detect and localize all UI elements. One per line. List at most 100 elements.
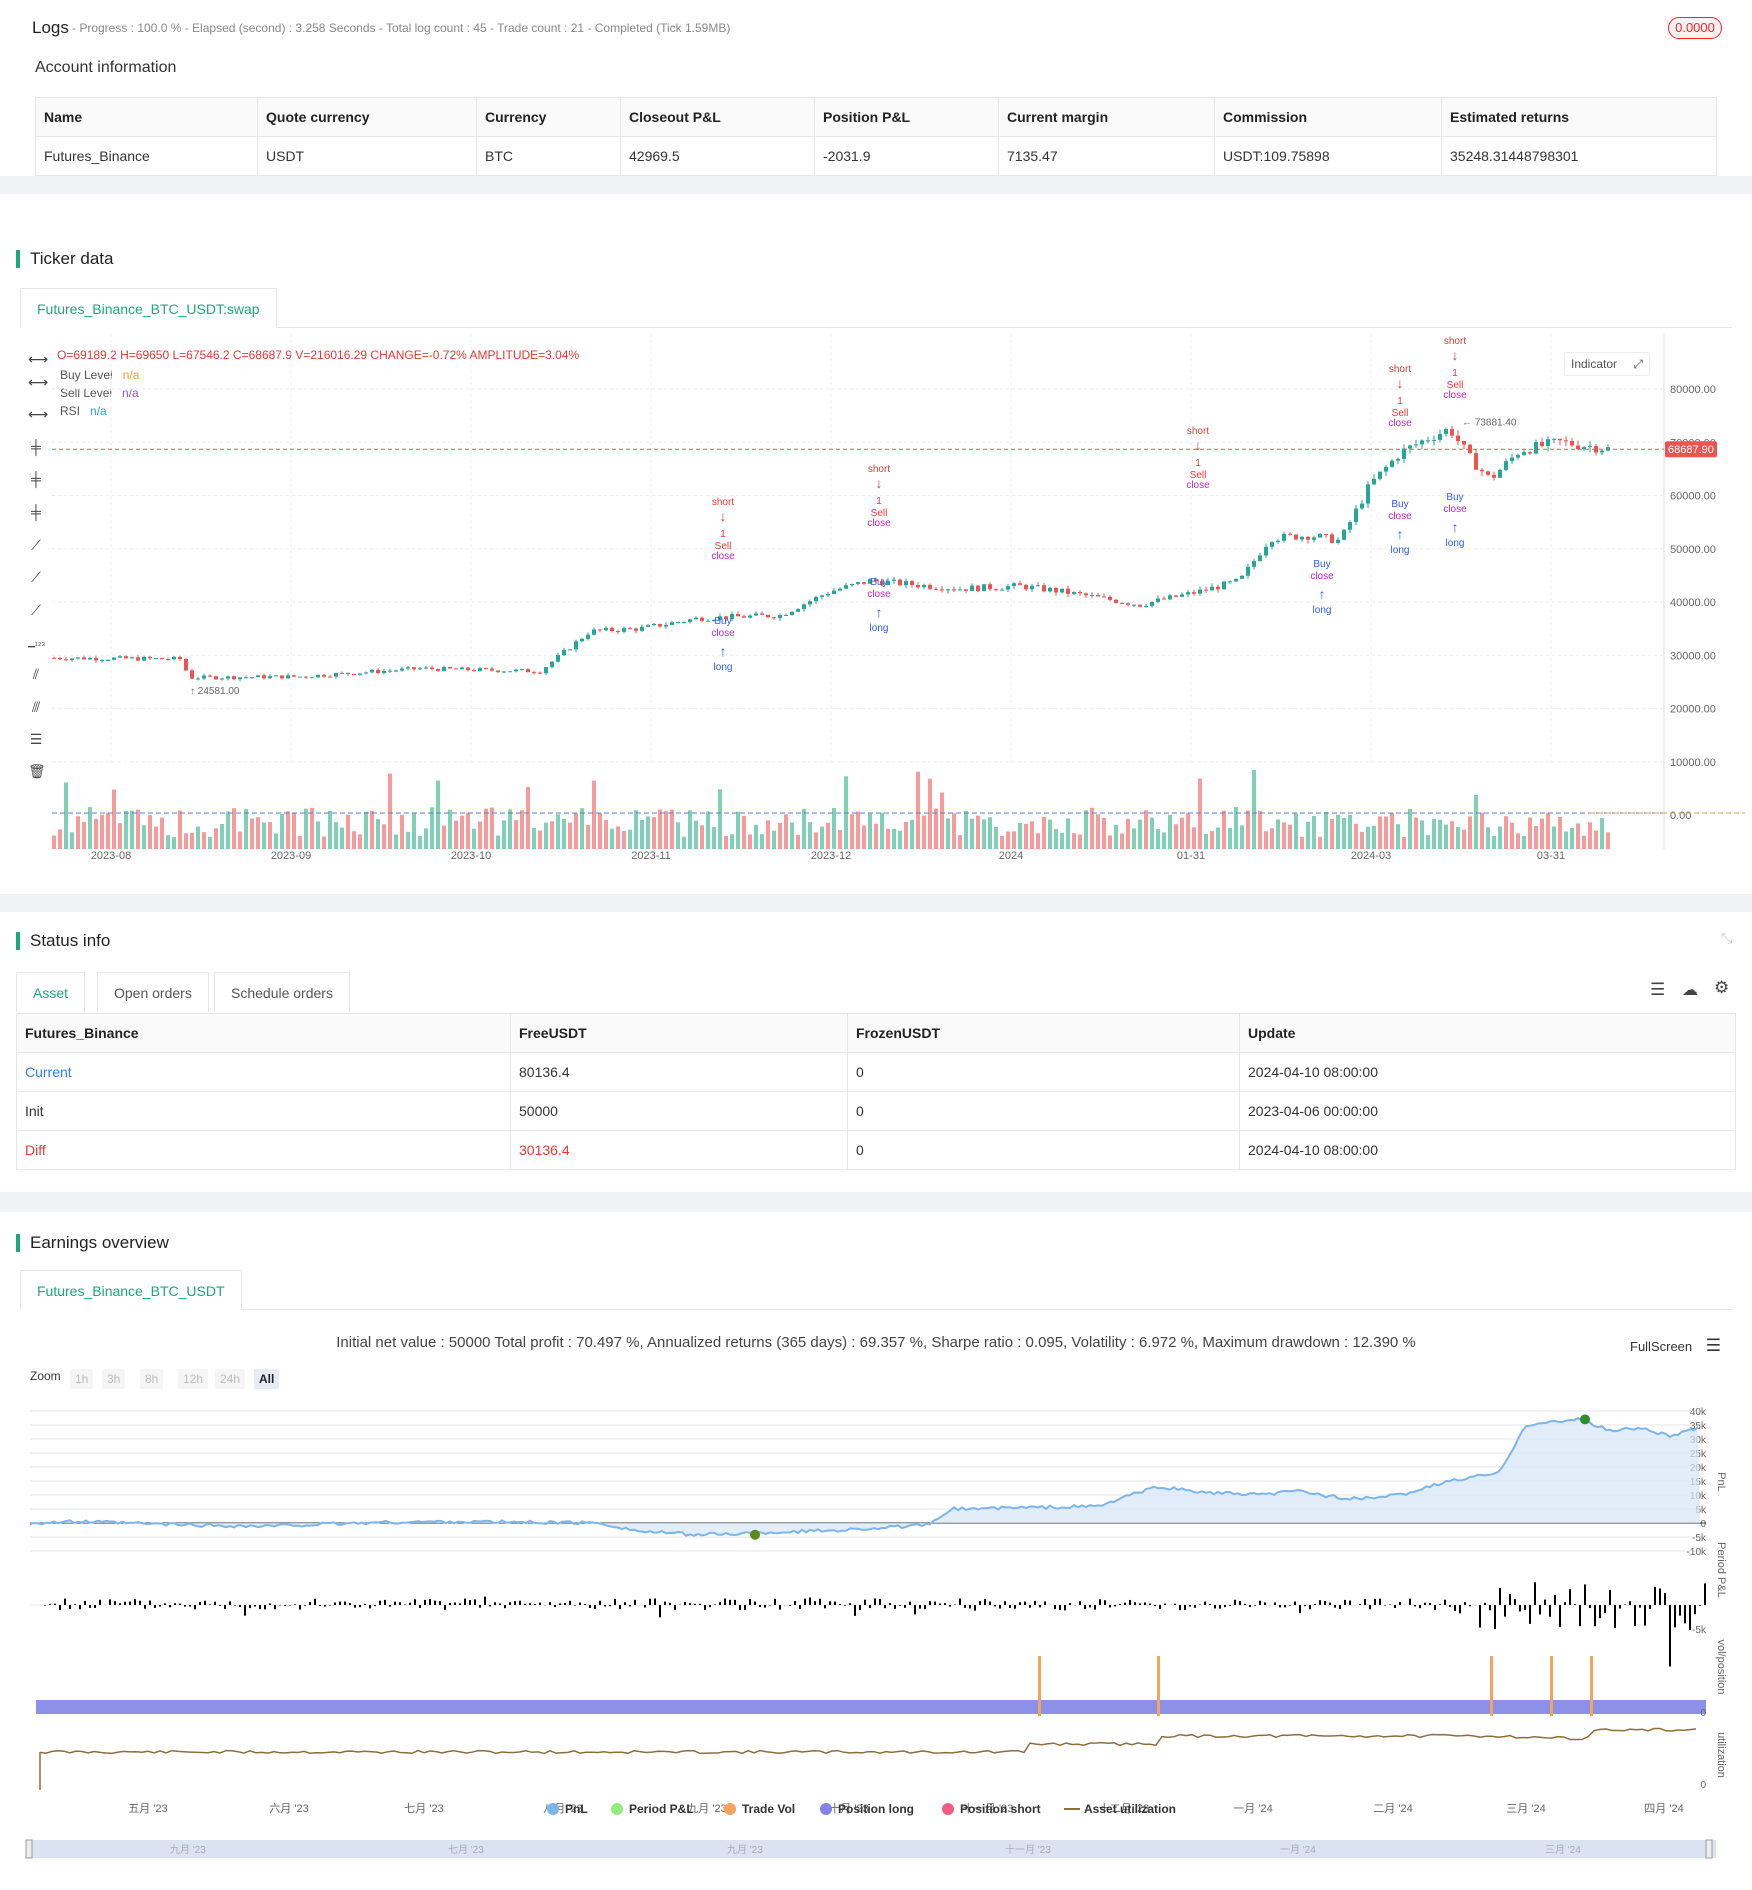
x-tick-label: 2023-11 <box>631 850 671 862</box>
period-bar <box>914 1605 916 1615</box>
period-bar <box>1639 1605 1641 1608</box>
candle-body <box>1090 595 1094 597</box>
candle-body <box>838 588 842 591</box>
zoom-12h-button[interactable]: 12h <box>178 1369 209 1389</box>
candle-body <box>436 669 440 671</box>
vertical-ray-icon[interactable]: ╪ <box>31 471 41 487</box>
list-icon[interactable]: ☰ <box>1650 980 1666 999</box>
buy-label: Buy <box>870 577 887 588</box>
period-bar <box>1489 1605 1491 1611</box>
volume-bar <box>1534 825 1538 849</box>
horizontal-extended-icon[interactable]: ⟷ <box>28 406 49 422</box>
period-bar <box>354 1605 356 1608</box>
period-bar <box>49 1604 51 1605</box>
volume-bar <box>1192 827 1196 849</box>
parallel-channel-icon[interactable]: ⫽ <box>32 666 40 682</box>
zoom-all-button[interactable]: All <box>254 1369 280 1389</box>
period-bar <box>919 1605 921 1609</box>
pnl-tick: -5k <box>1692 1533 1707 1544</box>
candle-body <box>1450 429 1454 436</box>
period-bar <box>1644 1605 1646 1626</box>
candle-body <box>952 589 956 591</box>
ray-line-icon[interactable]: ⟋ <box>31 569 41 585</box>
volume-bar <box>1480 812 1484 849</box>
candle-body <box>550 661 554 668</box>
x-tick-label: 01-31 <box>1177 850 1205 862</box>
tab-schedule-orders[interactable]: Schedule orders <box>214 972 350 1012</box>
candle-body <box>1420 440 1424 445</box>
asset-col-update: Update <box>1239 1013 1736 1053</box>
tab-asset[interactable]: Asset <box>16 972 86 1012</box>
volume-bar <box>1582 835 1586 849</box>
candle-body <box>352 673 356 675</box>
axis-title: Period P&L <box>1715 1542 1727 1598</box>
period-bar <box>1224 1605 1226 1608</box>
volume-bar <box>1018 823 1022 849</box>
expand-icon[interactable]: ⤢ <box>1633 357 1643 371</box>
candle-body <box>1504 461 1508 470</box>
period-bar <box>1044 1601 1046 1605</box>
short-label: short <box>868 464 890 475</box>
candle-body <box>874 579 878 582</box>
close-label: close <box>711 551 735 562</box>
collapse-icon[interactable]: ⤡ <box>1721 930 1733 946</box>
legend-label: Period P&L <box>629 1802 694 1816</box>
volume-bar <box>208 836 212 849</box>
volume-bar <box>706 811 710 849</box>
candle-body <box>604 627 608 631</box>
vertical-line-icon[interactable]: ╪ <box>31 439 41 455</box>
indicator-button[interactable]: Indicator ⤢ <box>1564 352 1650 376</box>
price-label-icon[interactable]: ▁₁₂₃ <box>28 637 46 647</box>
close-label: close <box>1443 504 1467 515</box>
period-bar <box>269 1603 271 1605</box>
volume-bar <box>280 814 284 849</box>
candle-body <box>628 628 632 630</box>
tab-open-orders[interactable]: Open orders <box>97 972 209 1012</box>
pnl-tick: 35k <box>1690 1421 1707 1432</box>
period-tick: -5k <box>1692 1625 1707 1636</box>
vertical-extended-icon[interactable]: ╪ <box>31 504 41 520</box>
settings-icon[interactable]: ⚙ <box>1714 978 1730 997</box>
fullscreen-button[interactable]: FullScreen ☰ <box>1630 1336 1722 1355</box>
trend-line-icon[interactable]: ⟋ <box>31 537 41 553</box>
zoom-3h-button[interactable]: 3h <box>102 1369 126 1389</box>
cloud-download-icon[interactable]: ☁ <box>1682 982 1698 999</box>
volume-bar <box>1600 818 1604 849</box>
fib-retracement-icon[interactable]: ☰ <box>29 731 43 747</box>
period-bar <box>1679 1605 1681 1616</box>
period-bar <box>554 1605 556 1608</box>
candle-body <box>370 670 374 673</box>
candle-body <box>220 678 224 680</box>
period-bar <box>959 1598 961 1605</box>
close-label: close <box>711 628 735 639</box>
menu-icon[interactable]: ☰ <box>1705 1336 1722 1355</box>
tab-ticker-symbol[interactable]: Futures_Binance_BTC_USDT:swap <box>20 288 277 328</box>
candle-body <box>1402 448 1406 459</box>
tab-earnings-symbol[interactable]: Futures_Binance_BTC_USDT <box>20 1270 242 1310</box>
extended-line-icon[interactable]: ⟋ <box>31 602 41 618</box>
volume-bar <box>1060 832 1064 849</box>
volume-bar <box>340 827 344 849</box>
volume-bar <box>610 828 614 849</box>
horizontal-ray-icon[interactable]: ⟷ <box>28 351 49 367</box>
period-bar <box>1479 1605 1481 1628</box>
period-bar <box>909 1601 911 1605</box>
candle-body <box>1156 598 1160 602</box>
volume-bar <box>688 810 692 849</box>
zoom-1h-button[interactable]: 1h <box>70 1369 94 1389</box>
zoom-24h-button[interactable]: 24h <box>215 1369 246 1389</box>
candle-body <box>1432 439 1436 441</box>
row-label-current[interactable]: Current <box>16 1052 511 1092</box>
x-tick-label: 2023-08 <box>91 850 131 862</box>
horizontal-line-icon[interactable]: ⟷ <box>28 374 49 390</box>
period-bar <box>1329 1602 1331 1605</box>
qty-label: 1 <box>1452 368 1458 379</box>
volume-bar <box>1360 831 1364 849</box>
trash-icon[interactable]: 🗑 <box>28 763 46 779</box>
fib-channel-icon[interactable]: ⫻ <box>31 699 41 715</box>
period-bar <box>229 1601 231 1605</box>
volume-bar <box>1498 826 1502 849</box>
volume-bar <box>430 807 434 849</box>
zoom-8h-button[interactable]: 8h <box>140 1369 164 1389</box>
volume-bar <box>574 813 578 849</box>
